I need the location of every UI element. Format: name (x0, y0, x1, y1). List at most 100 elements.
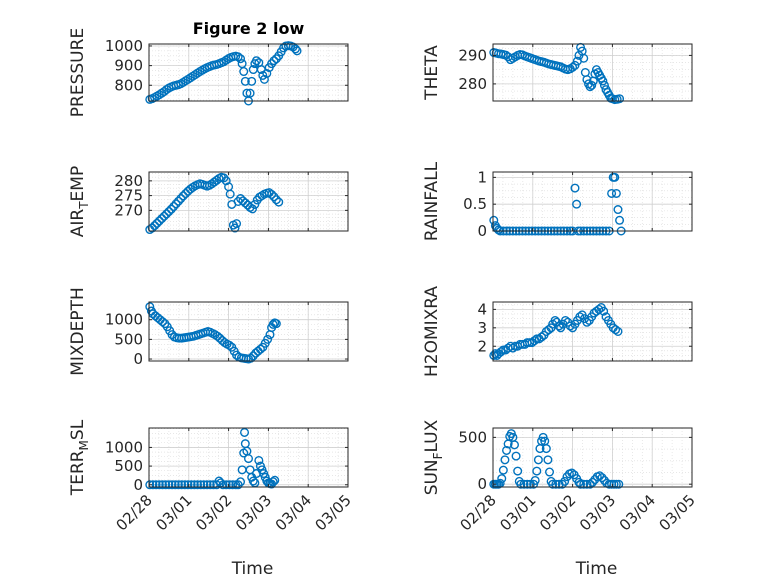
y-axis-label: TERRMSL (68, 419, 91, 496)
data-point (271, 319, 281, 329)
data-point (615, 215, 625, 225)
data-point (565, 321, 575, 331)
data-point (169, 202, 179, 212)
data-point (560, 476, 570, 486)
subplot-rainfall: 0 0.5 1 RAINFALL (422, 161, 693, 241)
data-point (543, 455, 553, 465)
axes-box (148, 427, 349, 488)
data-point (145, 480, 155, 490)
data-point (509, 440, 519, 450)
data-point (171, 199, 181, 209)
x-axis-label: Time (231, 559, 274, 579)
data-point (240, 76, 250, 86)
data-point (582, 317, 592, 327)
data-point (236, 477, 246, 487)
data-point (262, 68, 272, 78)
x-axis-label: Time (575, 559, 618, 579)
data-point (508, 343, 518, 353)
y-tick-label: 280 (458, 75, 487, 93)
x-tick-label: 03/02 (192, 491, 235, 534)
y-tick-label: 1000 (105, 311, 143, 329)
data-point (225, 189, 235, 199)
data-point (254, 455, 264, 465)
data-point (567, 468, 577, 478)
data-point (267, 189, 277, 199)
chart-title: Figure 2 low (193, 19, 305, 38)
data-point (240, 198, 250, 208)
x-tick-label: 03/01 (152, 491, 195, 534)
data-point (236, 194, 246, 204)
data-point (193, 480, 203, 490)
data-point (530, 475, 540, 485)
y-tick-label: 1 (477, 168, 487, 186)
data-point (597, 473, 607, 483)
data-point (557, 479, 567, 489)
subplot-h2omixra: 234 H2OMIXRA (422, 286, 693, 377)
data-point (548, 479, 558, 489)
data-point (240, 427, 250, 437)
data-point (572, 199, 582, 209)
data-point (158, 480, 168, 490)
plot-area (149, 302, 348, 361)
data-point (522, 479, 532, 489)
data-point (489, 215, 499, 225)
data-point (498, 465, 508, 475)
subplot-theta: 280 290 THETA (422, 42, 693, 105)
axes-box (492, 171, 693, 232)
data-point (199, 480, 209, 490)
data-point (497, 474, 507, 484)
data-point (537, 332, 547, 342)
data-point (599, 306, 609, 316)
data-point (615, 94, 625, 104)
data-point (614, 479, 624, 489)
data-point (247, 76, 257, 86)
data-point (560, 315, 570, 325)
y-axis-label: SUNFLUX (422, 419, 445, 495)
data-point (259, 74, 269, 84)
y-axis-label: H2OMIXRA (422, 286, 442, 377)
x-tick-label: 03/03 (232, 491, 275, 534)
data-point (147, 223, 157, 233)
axes-box (492, 301, 693, 362)
data-point (489, 350, 499, 360)
data-point (202, 480, 212, 490)
data-point (519, 479, 529, 489)
data-point (582, 479, 592, 489)
data-point (599, 80, 609, 90)
data-point (189, 480, 199, 490)
y-axis-label: RAINFALL (422, 161, 442, 241)
data-point (157, 214, 167, 224)
data-point (232, 219, 242, 229)
data-point (270, 475, 280, 485)
data-point (598, 76, 608, 86)
data-point (205, 480, 215, 490)
data-point (233, 52, 243, 62)
data-point (529, 336, 539, 346)
data-point (568, 62, 578, 72)
data-point (541, 444, 551, 454)
data-point (145, 302, 155, 312)
plot-area (493, 172, 692, 231)
data-point (159, 211, 169, 221)
data-point (274, 197, 284, 207)
data-point (610, 172, 620, 182)
data-point (511, 451, 521, 461)
data-point (490, 349, 500, 359)
data-point (152, 218, 162, 228)
data-point (251, 56, 261, 66)
data-point (239, 67, 249, 77)
data-point (166, 204, 176, 214)
data-point (162, 209, 172, 219)
x-tick-label: 03/01 (496, 491, 539, 534)
data-point (177, 480, 187, 490)
x-tick-label: 03/05 (656, 491, 699, 534)
y-tick-label: 280 (114, 172, 143, 190)
axes-box (492, 43, 693, 102)
x-tick-label: 03/05 (312, 491, 355, 534)
y-axis-label: PRESSURE (68, 28, 88, 117)
y-tick-label: 800 (114, 76, 143, 94)
